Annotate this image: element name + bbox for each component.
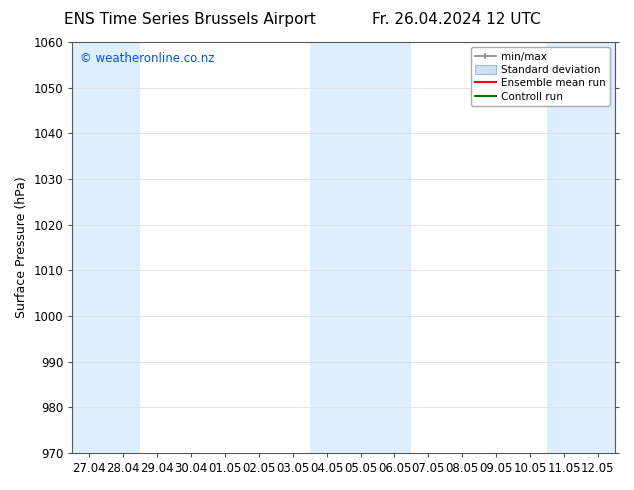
Text: Fr. 26.04.2024 12 UTC: Fr. 26.04.2024 12 UTC: [372, 12, 541, 27]
Legend: min/max, Standard deviation, Ensemble mean run, Controll run: min/max, Standard deviation, Ensemble me…: [470, 47, 610, 106]
Bar: [547, 42, 615, 453]
Bar: [309, 42, 411, 453]
Text: ENS Time Series Brussels Airport: ENS Time Series Brussels Airport: [64, 12, 316, 27]
Text: © weatheronline.co.nz: © weatheronline.co.nz: [81, 52, 215, 65]
Y-axis label: Surface Pressure (hPa): Surface Pressure (hPa): [15, 176, 28, 318]
Bar: [72, 42, 140, 453]
